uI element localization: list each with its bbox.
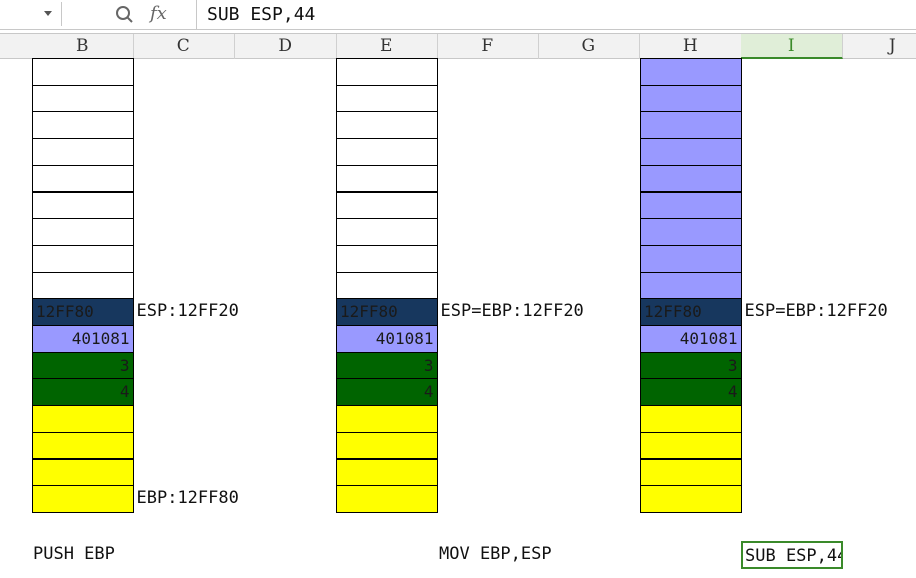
stack-cell[interactable] <box>32 58 134 86</box>
stack-cell[interactable] <box>336 58 438 86</box>
stack-cell[interactable] <box>336 218 438 246</box>
stack-cell[interactable] <box>336 84 438 113</box>
stack-cell[interactable] <box>32 138 134 166</box>
column-header[interactable]: E <box>336 34 438 59</box>
stack-cell[interactable] <box>640 485 742 513</box>
command-cell[interactable]: PUSH EBP <box>33 544 115 564</box>
stack-cell[interactable] <box>32 405 134 433</box>
stack-cell[interactable]: 3 <box>640 351 742 380</box>
stack-cell[interactable] <box>640 458 742 487</box>
stack-cell[interactable] <box>32 431 134 460</box>
stack-cell[interactable]: 12FF80 <box>32 298 134 326</box>
stack-cell[interactable]: 4 <box>32 378 134 407</box>
stack-cell[interactable] <box>640 164 742 193</box>
stack-cell[interactable] <box>336 405 438 433</box>
column-header[interactable]: F <box>437 34 539 59</box>
stack-cell[interactable]: 401081 <box>640 325 742 353</box>
stack-cell[interactable] <box>640 405 742 433</box>
stack-cell[interactable] <box>32 485 134 513</box>
command-cell[interactable]: SUB ESP,44 <box>741 541 843 569</box>
zoom-icon[interactable] <box>114 4 136 26</box>
stack-cell[interactable] <box>336 485 438 513</box>
stack-cell[interactable] <box>336 191 438 220</box>
column-header[interactable]: G <box>538 34 640 59</box>
stack-cell[interactable] <box>336 138 438 166</box>
stack-cell[interactable] <box>32 218 134 246</box>
column-header[interactable]: I <box>741 34 843 59</box>
formula-bar <box>0 0 916 30</box>
stack-cell[interactable]: 4 <box>336 378 438 407</box>
stack-cell[interactable] <box>32 271 134 300</box>
stack-cell[interactable]: 12FF80 <box>640 298 742 326</box>
esp-label: ESP:12FF20 <box>136 301 239 322</box>
column-header[interactable]: D <box>235 34 337 59</box>
stack-cell[interactable] <box>640 431 742 460</box>
stack-cell[interactable] <box>640 218 742 246</box>
stack-cell[interactable] <box>336 111 438 140</box>
stack-cell[interactable] <box>32 164 134 193</box>
stack-cell[interactable]: 3 <box>336 351 438 380</box>
fx-icon[interactable]: fx <box>150 3 167 24</box>
stack-cell[interactable] <box>640 138 742 166</box>
stack-cell[interactable]: 401081 <box>336 325 438 353</box>
stack-cell[interactable]: 12FF80 <box>336 298 438 326</box>
stack-cell[interactable]: 4 <box>640 378 742 407</box>
stack-cell[interactable] <box>336 431 438 460</box>
stack-cell[interactable] <box>640 271 742 300</box>
stack-cell[interactable] <box>32 244 134 273</box>
stack-cell[interactable] <box>640 244 742 273</box>
stack-cell[interactable] <box>640 191 742 220</box>
column-header[interactable]: J <box>842 34 916 59</box>
stack-cell[interactable] <box>336 164 438 193</box>
formula-content[interactable]: SUB ESP,44 <box>207 4 316 25</box>
stack-cell[interactable] <box>32 458 134 487</box>
esp-label: ESP=EBP:12FF20 <box>440 301 584 322</box>
ebp-label: EBP:12FF80 <box>136 488 239 509</box>
stack-cell[interactable] <box>336 244 438 273</box>
esp-label: ESP=EBP:12FF20 <box>744 301 888 322</box>
dropdown-arrow <box>44 11 52 16</box>
stack-cell[interactable] <box>32 191 134 220</box>
stack-cell[interactable] <box>640 58 742 86</box>
command-cell[interactable]: MOV EBP,ESP <box>439 544 552 564</box>
stack-cell[interactable] <box>336 271 438 300</box>
stack-cell[interactable] <box>640 111 742 140</box>
stack-cell[interactable] <box>336 458 438 487</box>
column-header[interactable]: B <box>32 34 134 59</box>
stack-cell[interactable] <box>32 111 134 140</box>
stack-cell[interactable]: 3 <box>32 351 134 380</box>
divider <box>196 0 197 30</box>
stack-cell[interactable] <box>640 84 742 113</box>
column-header[interactable]: C <box>133 34 235 59</box>
column-header[interactable]: H <box>640 34 742 59</box>
name-box[interactable] <box>0 2 62 26</box>
stack-cell[interactable] <box>32 84 134 113</box>
stack-cell[interactable]: 401081 <box>32 325 134 353</box>
